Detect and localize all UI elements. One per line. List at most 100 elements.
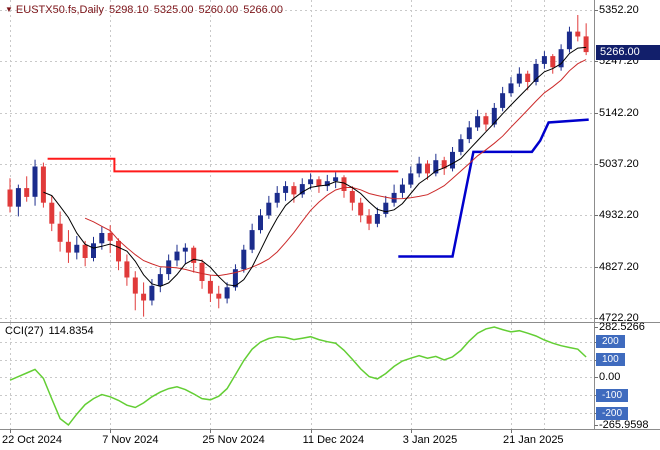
ohlc-low: 5260.00 — [198, 4, 239, 16]
candle-body — [550, 56, 556, 68]
red-stop-line — [47, 157, 399, 173]
cci-line — [9, 326, 587, 427]
blue-stop-line — [398, 118, 589, 258]
time-axis-label: 21 Jan 2025 — [503, 434, 564, 446]
price-axis-label: 5142.20 — [599, 106, 639, 119]
candle-body — [516, 73, 522, 84]
candle-body — [224, 287, 230, 299]
candle-body — [24, 188, 30, 197]
cci-level-badge: -100 — [596, 388, 629, 402]
cci-level-badge: -200 — [596, 406, 629, 420]
cci-level-badge: 200 — [596, 335, 625, 349]
candle-body — [475, 116, 481, 128]
ma-slow-line — [84, 59, 587, 277]
candle-body — [266, 202, 272, 216]
time-axis-label: 7 Nov 2024 — [102, 434, 159, 446]
candle-body — [116, 240, 121, 262]
candle-body — [583, 36, 589, 53]
candle-body — [541, 56, 547, 64]
candle-body — [408, 173, 414, 185]
candle-body — [558, 49, 564, 68]
candle-body — [483, 116, 489, 125]
candle-body — [274, 192, 280, 203]
candle-body — [241, 249, 247, 270]
candle-body — [500, 93, 506, 108]
price-axis-label: 4932.20 — [599, 209, 639, 222]
grid-lines — [0, 0, 594, 429]
candle-body — [15, 188, 21, 207]
candle-body — [575, 31, 581, 37]
candle-body — [391, 192, 397, 203]
candle-body — [458, 139, 464, 152]
indicator-name: CCI(27) — [5, 325, 44, 337]
candle-body — [566, 31, 572, 50]
candle-body — [399, 184, 405, 193]
candle-body — [333, 177, 339, 182]
candle-body — [216, 293, 222, 299]
time-axis-label: 11 Dec 2024 — [302, 434, 365, 446]
cci-level-badge: 100 — [596, 353, 625, 367]
candle-body — [316, 179, 322, 187]
time-axis-label: 25 Nov 2024 — [202, 434, 265, 446]
cci-axis-label: 0.00 — [599, 371, 621, 384]
ohlc-close: 5266.00 — [243, 4, 284, 16]
candle-body — [207, 280, 213, 294]
candle-body — [374, 214, 380, 224]
candle-body — [383, 202, 389, 214]
symbol-marker-icon: ▼ — [5, 5, 13, 14]
indicator-value: 114.8354 — [48, 325, 94, 337]
cci-axis-label: 282.5266 — [599, 321, 645, 333]
candle-body — [82, 244, 88, 258]
candle-body — [99, 233, 105, 244]
price-axis-label: 4722.20 — [599, 312, 639, 324]
indicator-label: CCI(27) 114.8354 — [5, 325, 94, 337]
current-price-badge: 5266.00 — [596, 44, 660, 60]
candle-body — [65, 241, 71, 253]
chart-header: ▼ EUSTX50.fs,Daily 5298.10 5325.00 5260.00 52… — [5, 4, 283, 16]
candle-body — [450, 151, 455, 169]
cci-axis-label: -265.9598 — [599, 419, 649, 431]
candle-body — [74, 244, 80, 253]
candle-body — [107, 233, 113, 241]
price-axis-label: 4827.20 — [599, 260, 639, 273]
candle-body — [525, 73, 531, 82]
candle-body — [291, 186, 297, 195]
candle-body — [533, 63, 539, 82]
candle-body — [308, 179, 314, 185]
candle-body — [324, 181, 330, 187]
axis-ticks — [10, 10, 598, 433]
candlesticks — [7, 15, 589, 317]
candle-body — [433, 160, 439, 174]
candle-body — [199, 262, 205, 281]
symbol-timeframe-label: EUSTX50.fs,Daily — [15, 4, 104, 16]
candle-body — [91, 243, 96, 258]
candle-body — [508, 83, 514, 94]
ohlc-open: 5298.10 — [108, 4, 149, 16]
candle-body — [191, 247, 197, 263]
candle-body — [491, 107, 497, 125]
candle-body — [358, 202, 364, 216]
candle-body — [149, 285, 155, 301]
ohlc-high: 5325.00 — [153, 4, 194, 16]
candle-body — [232, 269, 238, 288]
candle-body — [349, 191, 355, 203]
candle-body — [40, 166, 46, 203]
candle-body — [174, 251, 180, 261]
candle-body — [258, 215, 263, 231]
candle-body — [141, 293, 147, 301]
candle-body — [7, 189, 13, 207]
price-axis-label: 5352.20 — [599, 4, 639, 16]
candle-body — [32, 166, 38, 197]
candle-body — [124, 261, 130, 278]
candle-body — [299, 184, 305, 195]
price-axis-label: 5037.20 — [599, 158, 639, 170]
candle-body — [132, 277, 138, 294]
candle-body — [57, 223, 63, 242]
candle-body — [49, 202, 55, 224]
candle-body — [341, 177, 347, 191]
candle-body — [466, 127, 472, 140]
candle-body — [366, 215, 372, 224]
candle-body — [283, 186, 289, 193]
